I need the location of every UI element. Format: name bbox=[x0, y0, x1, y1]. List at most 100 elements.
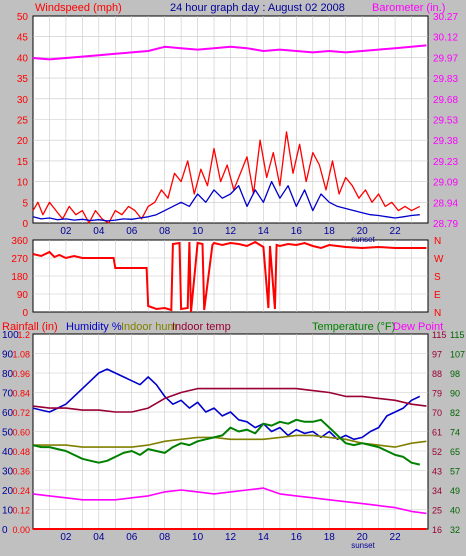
windspeed-tick: 5 bbox=[22, 198, 28, 209]
humidity-tick: 100 bbox=[2, 330, 19, 341]
rain-tick: 0.48 bbox=[12, 447, 30, 457]
x-tick-label: 04 bbox=[93, 226, 105, 237]
barometer-tick: 29.09 bbox=[433, 178, 458, 189]
rain-tick: 0.00 bbox=[12, 525, 30, 535]
rain-tick: 0.96 bbox=[12, 369, 30, 379]
windspeed-axis-label: Windspeed (mph) bbox=[35, 2, 122, 14]
barometer-tick: 29.83 bbox=[433, 74, 458, 85]
barometer-tick: 28.94 bbox=[433, 198, 458, 209]
temperature-tick-right: 90 bbox=[450, 389, 460, 399]
temperature-tick-left: 25 bbox=[432, 506, 442, 516]
rain-tick: 1.08 bbox=[12, 350, 30, 360]
humidity-tick: 90 bbox=[2, 350, 14, 361]
direction-degree-tick: 0 bbox=[22, 308, 28, 319]
temperature-tick-left: 70 bbox=[432, 408, 442, 418]
direction-compass-tick: N bbox=[434, 236, 441, 247]
x-tick-label: 02 bbox=[60, 532, 72, 543]
humidity-tick: 30 bbox=[2, 467, 14, 478]
series-gust bbox=[32, 131, 421, 224]
grid-lines bbox=[33, 16, 428, 529]
direction-degree-tick: 270 bbox=[11, 254, 28, 265]
windspeed-tick: 50 bbox=[17, 12, 29, 23]
temperature-tick-left: 115 bbox=[432, 330, 446, 340]
temperature-tick-right: 40 bbox=[450, 506, 460, 516]
barometer-tick: 30.12 bbox=[433, 33, 458, 44]
windspeed-tick: 15 bbox=[17, 157, 29, 168]
x-tick-label: 06 bbox=[126, 532, 138, 543]
tick-labels: 02 04 06 08 10 12 14 16 18 20 22 sunset 02 04 06 08 10 12… bbox=[2, 12, 465, 550]
temperature-tick-right: 98 bbox=[450, 369, 460, 379]
humidity-tick: 80 bbox=[2, 369, 14, 380]
direction-degree-tick: 180 bbox=[11, 272, 28, 283]
direction-compass-tick: N bbox=[434, 308, 441, 319]
barometer-tick: 29.53 bbox=[433, 116, 458, 127]
series-barometer bbox=[32, 44, 427, 61]
series-temperature bbox=[32, 418, 421, 466]
x-tick-label: 08 bbox=[159, 532, 171, 543]
x-tick-label: 22 bbox=[390, 532, 402, 543]
rain-tick: 0.60 bbox=[12, 428, 30, 438]
temperature-tick-right: 49 bbox=[450, 486, 460, 496]
temperature-tick-left: 97 bbox=[432, 350, 442, 360]
barometer-tick: 28.79 bbox=[433, 219, 458, 230]
windspeed-tick: 40 bbox=[17, 53, 29, 64]
windspeed-tick: 0 bbox=[22, 219, 28, 230]
x-tick-label: 16 bbox=[291, 532, 303, 543]
sunset-label: sunset bbox=[351, 235, 375, 244]
x-tick-label: 20 bbox=[357, 226, 369, 237]
windspeed-tick: 45 bbox=[17, 33, 29, 44]
x-tick-label: 04 bbox=[93, 532, 105, 543]
temperature-tick-left: 88 bbox=[432, 369, 442, 379]
temperature-tick-left: 34 bbox=[432, 486, 442, 496]
barometer-tick: 29.23 bbox=[433, 157, 458, 168]
dew-point-label: Dew Point bbox=[393, 321, 443, 333]
direction-compass-tick: W bbox=[434, 254, 444, 265]
series-humidity bbox=[32, 368, 421, 441]
temperature-tick-left: 43 bbox=[432, 467, 442, 477]
windspeed-tick: 35 bbox=[17, 74, 29, 85]
series-lines bbox=[32, 44, 427, 530]
series-dew_point bbox=[32, 487, 427, 515]
indoor-temp-label: Indoor temp bbox=[172, 321, 231, 333]
humidity-tick: 40 bbox=[2, 447, 14, 458]
barometer-tick: 29.97 bbox=[433, 53, 458, 64]
humidity-tick: 10 bbox=[2, 506, 14, 517]
x-tick-label: 06 bbox=[126, 226, 138, 237]
x-tick-label: 18 bbox=[324, 226, 336, 237]
rain-tick: 0.24 bbox=[12, 486, 30, 496]
direction-compass-tick: E bbox=[434, 290, 441, 301]
barometer-tick: 29.38 bbox=[433, 136, 458, 147]
x-tick-label: 14 bbox=[258, 532, 270, 543]
windspeed-tick: 10 bbox=[17, 178, 29, 189]
x-tick-label: 14 bbox=[258, 226, 270, 237]
series-direction bbox=[32, 240, 427, 313]
rain-tick: 0.84 bbox=[12, 389, 30, 399]
temperature-tick-right: 107 bbox=[450, 350, 465, 360]
temperature-tick-right: 115 bbox=[450, 330, 464, 340]
barometer-axis-label: Barometer (in.) bbox=[372, 2, 445, 14]
x-tick-label: 12 bbox=[225, 226, 237, 237]
indoor-hum-label: Indoor hum bbox=[121, 321, 177, 333]
humidity-tick: 60 bbox=[2, 408, 14, 419]
temperature-tick-right: 57 bbox=[450, 467, 460, 477]
x-tick-label: 08 bbox=[159, 226, 171, 237]
direction-compass-tick: S bbox=[434, 272, 441, 283]
series-indoor_temp bbox=[32, 387, 427, 413]
rain-tick: 0.36 bbox=[12, 467, 30, 477]
x-tick-label: 16 bbox=[291, 226, 303, 237]
humidity-tick: 70 bbox=[2, 389, 14, 400]
chart-title: 24 hour graph day : August 02 2008 bbox=[170, 2, 345, 14]
windspeed-tick: 25 bbox=[17, 116, 29, 127]
temperature-tick-left: 61 bbox=[432, 428, 442, 438]
windspeed-tick: 20 bbox=[17, 136, 29, 147]
direction-degree-tick: 360 bbox=[11, 236, 28, 247]
x-tick-label: 20 bbox=[357, 532, 369, 543]
x-tick-label: 02 bbox=[60, 226, 72, 237]
temperature-tick-right: 65 bbox=[450, 447, 460, 457]
humidity-tick: 50 bbox=[2, 428, 14, 439]
temperature-tick-right: 32 bbox=[450, 525, 460, 535]
x-tick-label: 12 bbox=[225, 532, 237, 543]
rainfall-axis-label: Rainfall (in) bbox=[2, 321, 58, 333]
temperature-tick-left: 52 bbox=[432, 447, 442, 457]
